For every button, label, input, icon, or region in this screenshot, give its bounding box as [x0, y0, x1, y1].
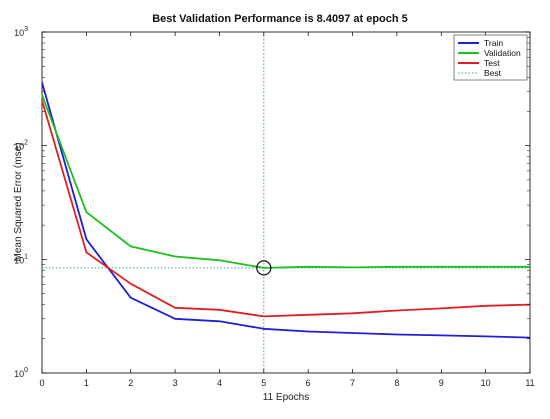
- series-line-validation: [41, 94, 530, 269]
- legend-label-validation: Validation: [484, 48, 521, 58]
- plot-frame: [41, 31, 531, 374]
- y-axis-label: Mean Squared Error (mse): [13, 143, 24, 262]
- x-tick-label: 3: [173, 378, 178, 388]
- legend: Train Validation Test Best: [453, 34, 528, 81]
- x-tick-label: 11: [525, 378, 534, 388]
- x-tick-label: 2: [128, 378, 133, 388]
- series-lines: [41, 82, 531, 339]
- y-tick-label: 100: [14, 367, 28, 379]
- y-tick-label: 101: [14, 253, 28, 265]
- x-axis-label: 11 Epochs: [263, 392, 310, 403]
- x-tick-label: 8: [394, 378, 399, 388]
- y-tick-label: 103: [14, 26, 28, 38]
- x-tick-label: 6: [306, 378, 311, 388]
- best-point-circle: [256, 260, 272, 276]
- chart-title: Best Validation Performance is 8.4097 at…: [152, 13, 408, 25]
- x-tick-label: 10: [481, 378, 491, 388]
- legend-label-best: Best: [484, 68, 502, 78]
- plot-area: 0 1 2 3 4 5 6 7 8 9 10 11 100 101 102 103: [14, 26, 535, 388]
- x-tick-label: 1: [84, 378, 89, 388]
- y-axis-ticks: 100 101 102 103: [14, 26, 530, 379]
- x-axis-ticks: 0 1 2 3 4 5 6 7 8 9 10 11: [39, 32, 535, 388]
- y-tick-label: 102: [14, 140, 28, 152]
- x-tick-label: 7: [350, 378, 355, 388]
- legend-label-train: Train: [484, 38, 503, 48]
- x-tick-label: 0: [39, 378, 44, 388]
- series-line-test: [41, 100, 531, 318]
- x-tick-label: 4: [217, 378, 222, 388]
- x-tick-label: 9: [439, 378, 444, 388]
- x-tick-label: 5: [261, 378, 266, 388]
- series-line-train: [41, 82, 531, 339]
- best-marker: [256, 260, 272, 276]
- legend-label-test: Test: [484, 58, 500, 68]
